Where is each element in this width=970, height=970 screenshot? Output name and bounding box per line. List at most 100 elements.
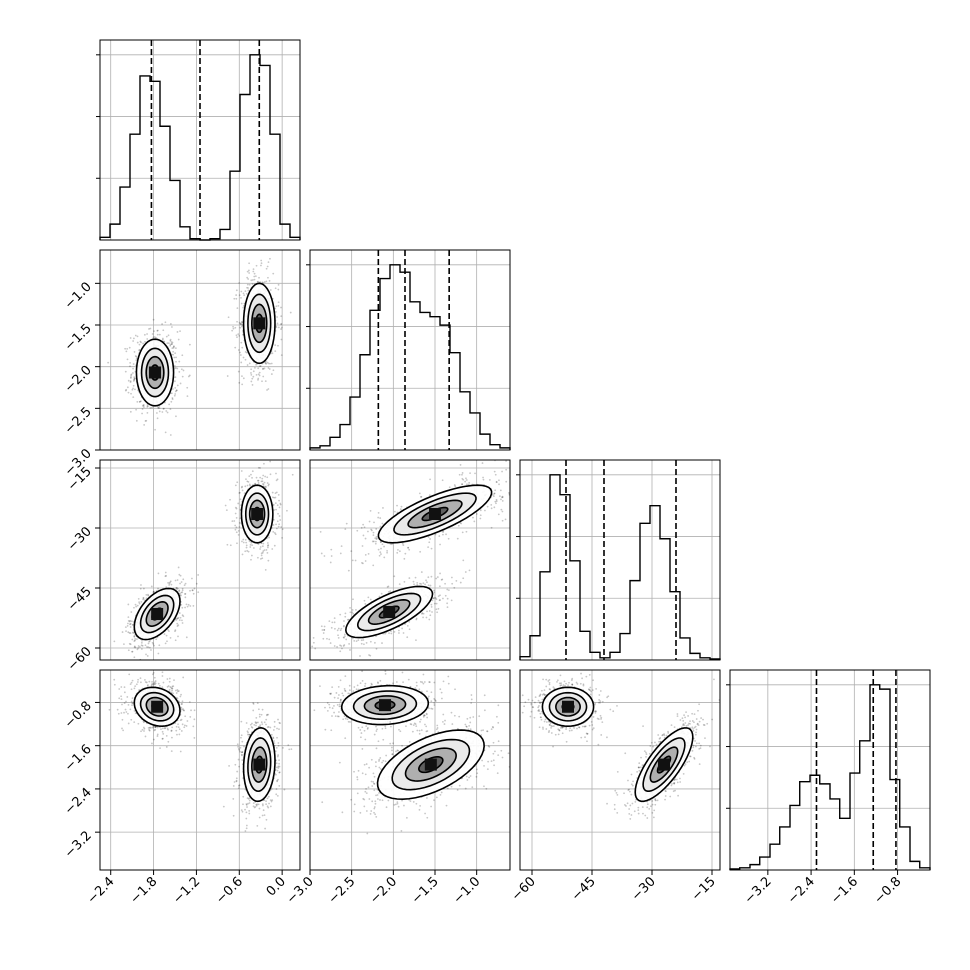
sample-point [266, 389, 268, 391]
sample-point [134, 712, 137, 715]
sample-point [140, 341, 142, 344]
sample-point [364, 553, 367, 556]
sample-point [274, 533, 277, 536]
sample-point [133, 606, 135, 609]
sample-point [237, 529, 240, 532]
sample-point [171, 341, 174, 344]
cluster-0 [319, 460, 510, 572]
sample-point [267, 546, 269, 549]
sample-point [277, 304, 280, 307]
sample-point [143, 333, 146, 336]
sample-point [127, 391, 130, 394]
sample-point [267, 484, 270, 487]
sample-point [182, 676, 185, 679]
sample-point [368, 520, 371, 523]
sample-point [151, 726, 153, 729]
sample-point [260, 264, 262, 267]
sample-point [131, 638, 134, 641]
sample-point [133, 710, 136, 712]
sample-point [252, 703, 255, 705]
sample-point [261, 551, 264, 554]
sample-point [240, 809, 243, 812]
sample-point [178, 573, 181, 576]
sample-point [370, 529, 373, 532]
sample-point [271, 799, 274, 802]
sample-point [274, 502, 277, 504]
sample-point [177, 635, 179, 638]
sample-point [238, 492, 241, 494]
sample-point [238, 321, 241, 324]
sample-point [129, 337, 132, 339]
sample-point [177, 690, 180, 692]
sample-point [129, 622, 132, 625]
cluster-0 [113, 566, 200, 660]
sample-point [386, 551, 388, 554]
sample-point [171, 726, 174, 729]
sample-point [182, 578, 185, 581]
sample-point [246, 283, 249, 286]
sample-point [277, 742, 280, 744]
sample-point [239, 354, 242, 356]
sample-point [372, 531, 375, 534]
sample-point [275, 479, 278, 482]
sample-point [274, 492, 277, 495]
sample-point [354, 559, 357, 562]
sample-point [237, 787, 240, 790]
sample-point [330, 548, 333, 551]
sample-point [167, 728, 169, 731]
sample-point [247, 481, 250, 483]
sample-point [183, 584, 186, 587]
sample-point [158, 407, 161, 410]
sample-point [238, 381, 241, 384]
sample-point [165, 746, 168, 748]
sample-point [501, 510, 504, 513]
sample-point [174, 347, 177, 350]
sample-point [257, 543, 260, 546]
sample-point [131, 388, 134, 391]
sample-point [144, 340, 146, 343]
sample-point [372, 540, 375, 543]
sample-point [398, 550, 401, 553]
sample-point [258, 725, 260, 728]
sample-point [146, 404, 149, 406]
sample-point [265, 818, 268, 821]
sample-point [180, 708, 183, 711]
sample-point [267, 388, 270, 390]
sample-point [135, 408, 138, 411]
sample-point [143, 721, 145, 724]
sample-point [266, 265, 269, 268]
sample-point [278, 771, 281, 774]
sample-point [191, 589, 194, 592]
sample-point [193, 718, 196, 721]
sample-point [259, 546, 262, 548]
sample-point [465, 477, 467, 480]
sample-point [236, 743, 239, 746]
sample-point [256, 702, 259, 705]
sample-point [447, 537, 450, 540]
sample-point [241, 740, 244, 743]
sample-point [275, 793, 278, 796]
sample-point [269, 799, 272, 802]
sample-point [171, 398, 174, 401]
sample-point [187, 375, 190, 378]
sample-point [180, 730, 183, 732]
sample-point [120, 698, 123, 701]
sample-point [188, 374, 191, 377]
sample-point [241, 751, 244, 754]
sample-point [257, 803, 260, 806]
sample-point [156, 329, 159, 332]
sample-point [178, 589, 181, 592]
sample-point [277, 344, 279, 347]
sample-point [177, 338, 180, 341]
sample-point [275, 527, 278, 530]
sample-point [147, 593, 149, 596]
sample-point [361, 562, 363, 564]
sample-point [130, 374, 132, 377]
sample-point [235, 294, 238, 296]
sample-point [236, 481, 239, 484]
sample-point [145, 653, 147, 656]
sample-point [464, 480, 467, 483]
sample-point [273, 720, 276, 723]
sample-point [173, 394, 176, 397]
sample-point [249, 723, 252, 726]
